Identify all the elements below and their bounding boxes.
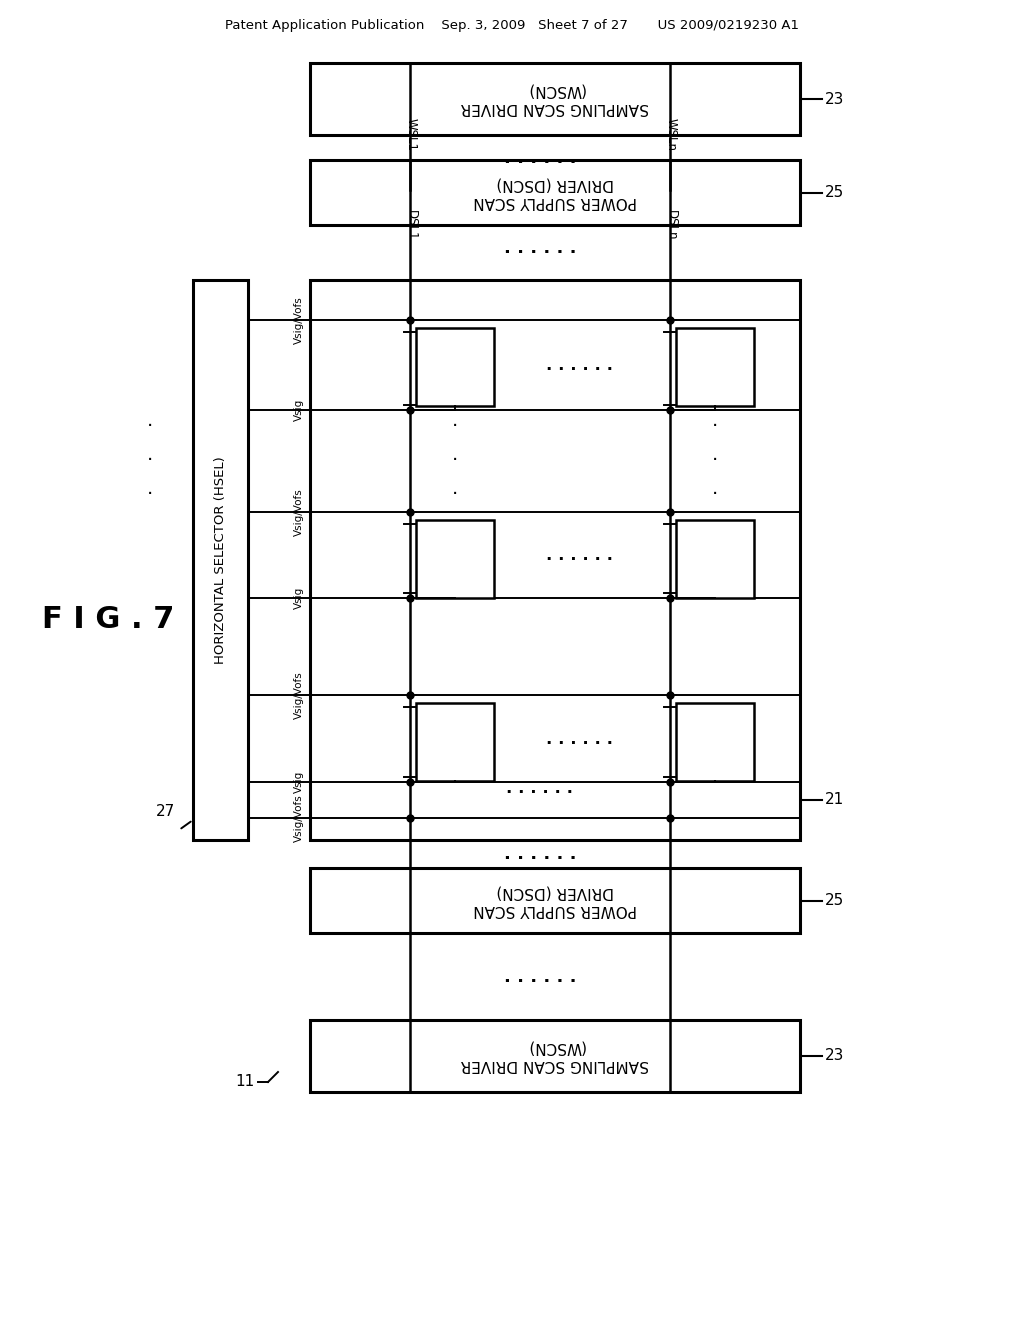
Text: . . . . . .: . . . . . . [546, 730, 612, 747]
Text: . . . . . .: . . . . . . [504, 239, 577, 257]
Text: Vsig/Vofs: Vsig/Vofs [294, 795, 304, 842]
Text: . . . . . .: . . . . . . [507, 779, 573, 797]
Text: Vsig: Vsig [294, 399, 304, 421]
Text: 25: 25 [825, 894, 844, 908]
Text: ·
·
·: · · · [712, 417, 718, 504]
Text: Vsig/Vofs: Vsig/Vofs [294, 671, 304, 719]
Text: WSLn: WSLn [665, 117, 678, 150]
Text: SAMPLING SCAN DRIVER
(WSCN): SAMPLING SCAN DRIVER (WSCN) [461, 1040, 649, 1072]
Bar [676, 327, 754, 407]
Bar [416, 327, 494, 407]
Text: 27: 27 [156, 804, 175, 820]
Text: . . . . . .: . . . . . . [504, 968, 577, 986]
Text: POWER SUPPLY SCAN
DRIVER (DSCN): POWER SUPPLY SCAN DRIVER (DSCN) [473, 177, 637, 209]
Bar [310, 63, 800, 135]
Text: Vsig/Vofs: Vsig/Vofs [294, 488, 304, 536]
Text: F I G . 7: F I G . 7 [42, 606, 174, 635]
Bar [310, 869, 800, 933]
Bar [310, 280, 800, 840]
Text: . . . . . .: . . . . . . [546, 356, 612, 374]
Text: DSLn: DSLn [665, 210, 678, 242]
Text: 25: 25 [825, 185, 844, 201]
Bar [193, 280, 248, 840]
Text: 11: 11 [236, 1074, 255, 1089]
Bar [310, 160, 800, 224]
Bar [416, 520, 494, 598]
Text: 21: 21 [825, 792, 844, 808]
Bar [676, 520, 754, 598]
Text: . . . . . .: . . . . . . [546, 546, 612, 564]
Text: Vsig: Vsig [294, 587, 304, 609]
Text: . . . . . .: . . . . . . [504, 149, 577, 168]
Text: . . . . . .: . . . . . . [504, 845, 577, 863]
Text: POWER SUPPLY SCAN
DRIVER (DSCN): POWER SUPPLY SCAN DRIVER (DSCN) [473, 884, 637, 916]
Text: ·
·
·: · · · [452, 417, 458, 504]
Text: SAMPLING SCAN DRIVER
(WSCN): SAMPLING SCAN DRIVER (WSCN) [461, 83, 649, 115]
Text: Vsig: Vsig [294, 771, 304, 793]
Text: 23: 23 [825, 1048, 845, 1064]
Text: 23: 23 [825, 91, 845, 107]
Bar [310, 1020, 800, 1092]
Bar [676, 704, 754, 781]
Text: WSL1: WSL1 [404, 117, 418, 150]
Text: HORIZONTAL SELECTOR (HSEL): HORIZONTAL SELECTOR (HSEL) [214, 457, 227, 664]
Text: ·
·
·: · · · [146, 417, 154, 504]
Text: Vsig/Vofs: Vsig/Vofs [294, 296, 304, 345]
Text: DSL1: DSL1 [404, 210, 418, 242]
Bar [416, 704, 494, 781]
Text: Patent Application Publication    Sep. 3, 2009   Sheet 7 of 27       US 2009/021: Patent Application Publication Sep. 3, 2… [225, 18, 799, 32]
